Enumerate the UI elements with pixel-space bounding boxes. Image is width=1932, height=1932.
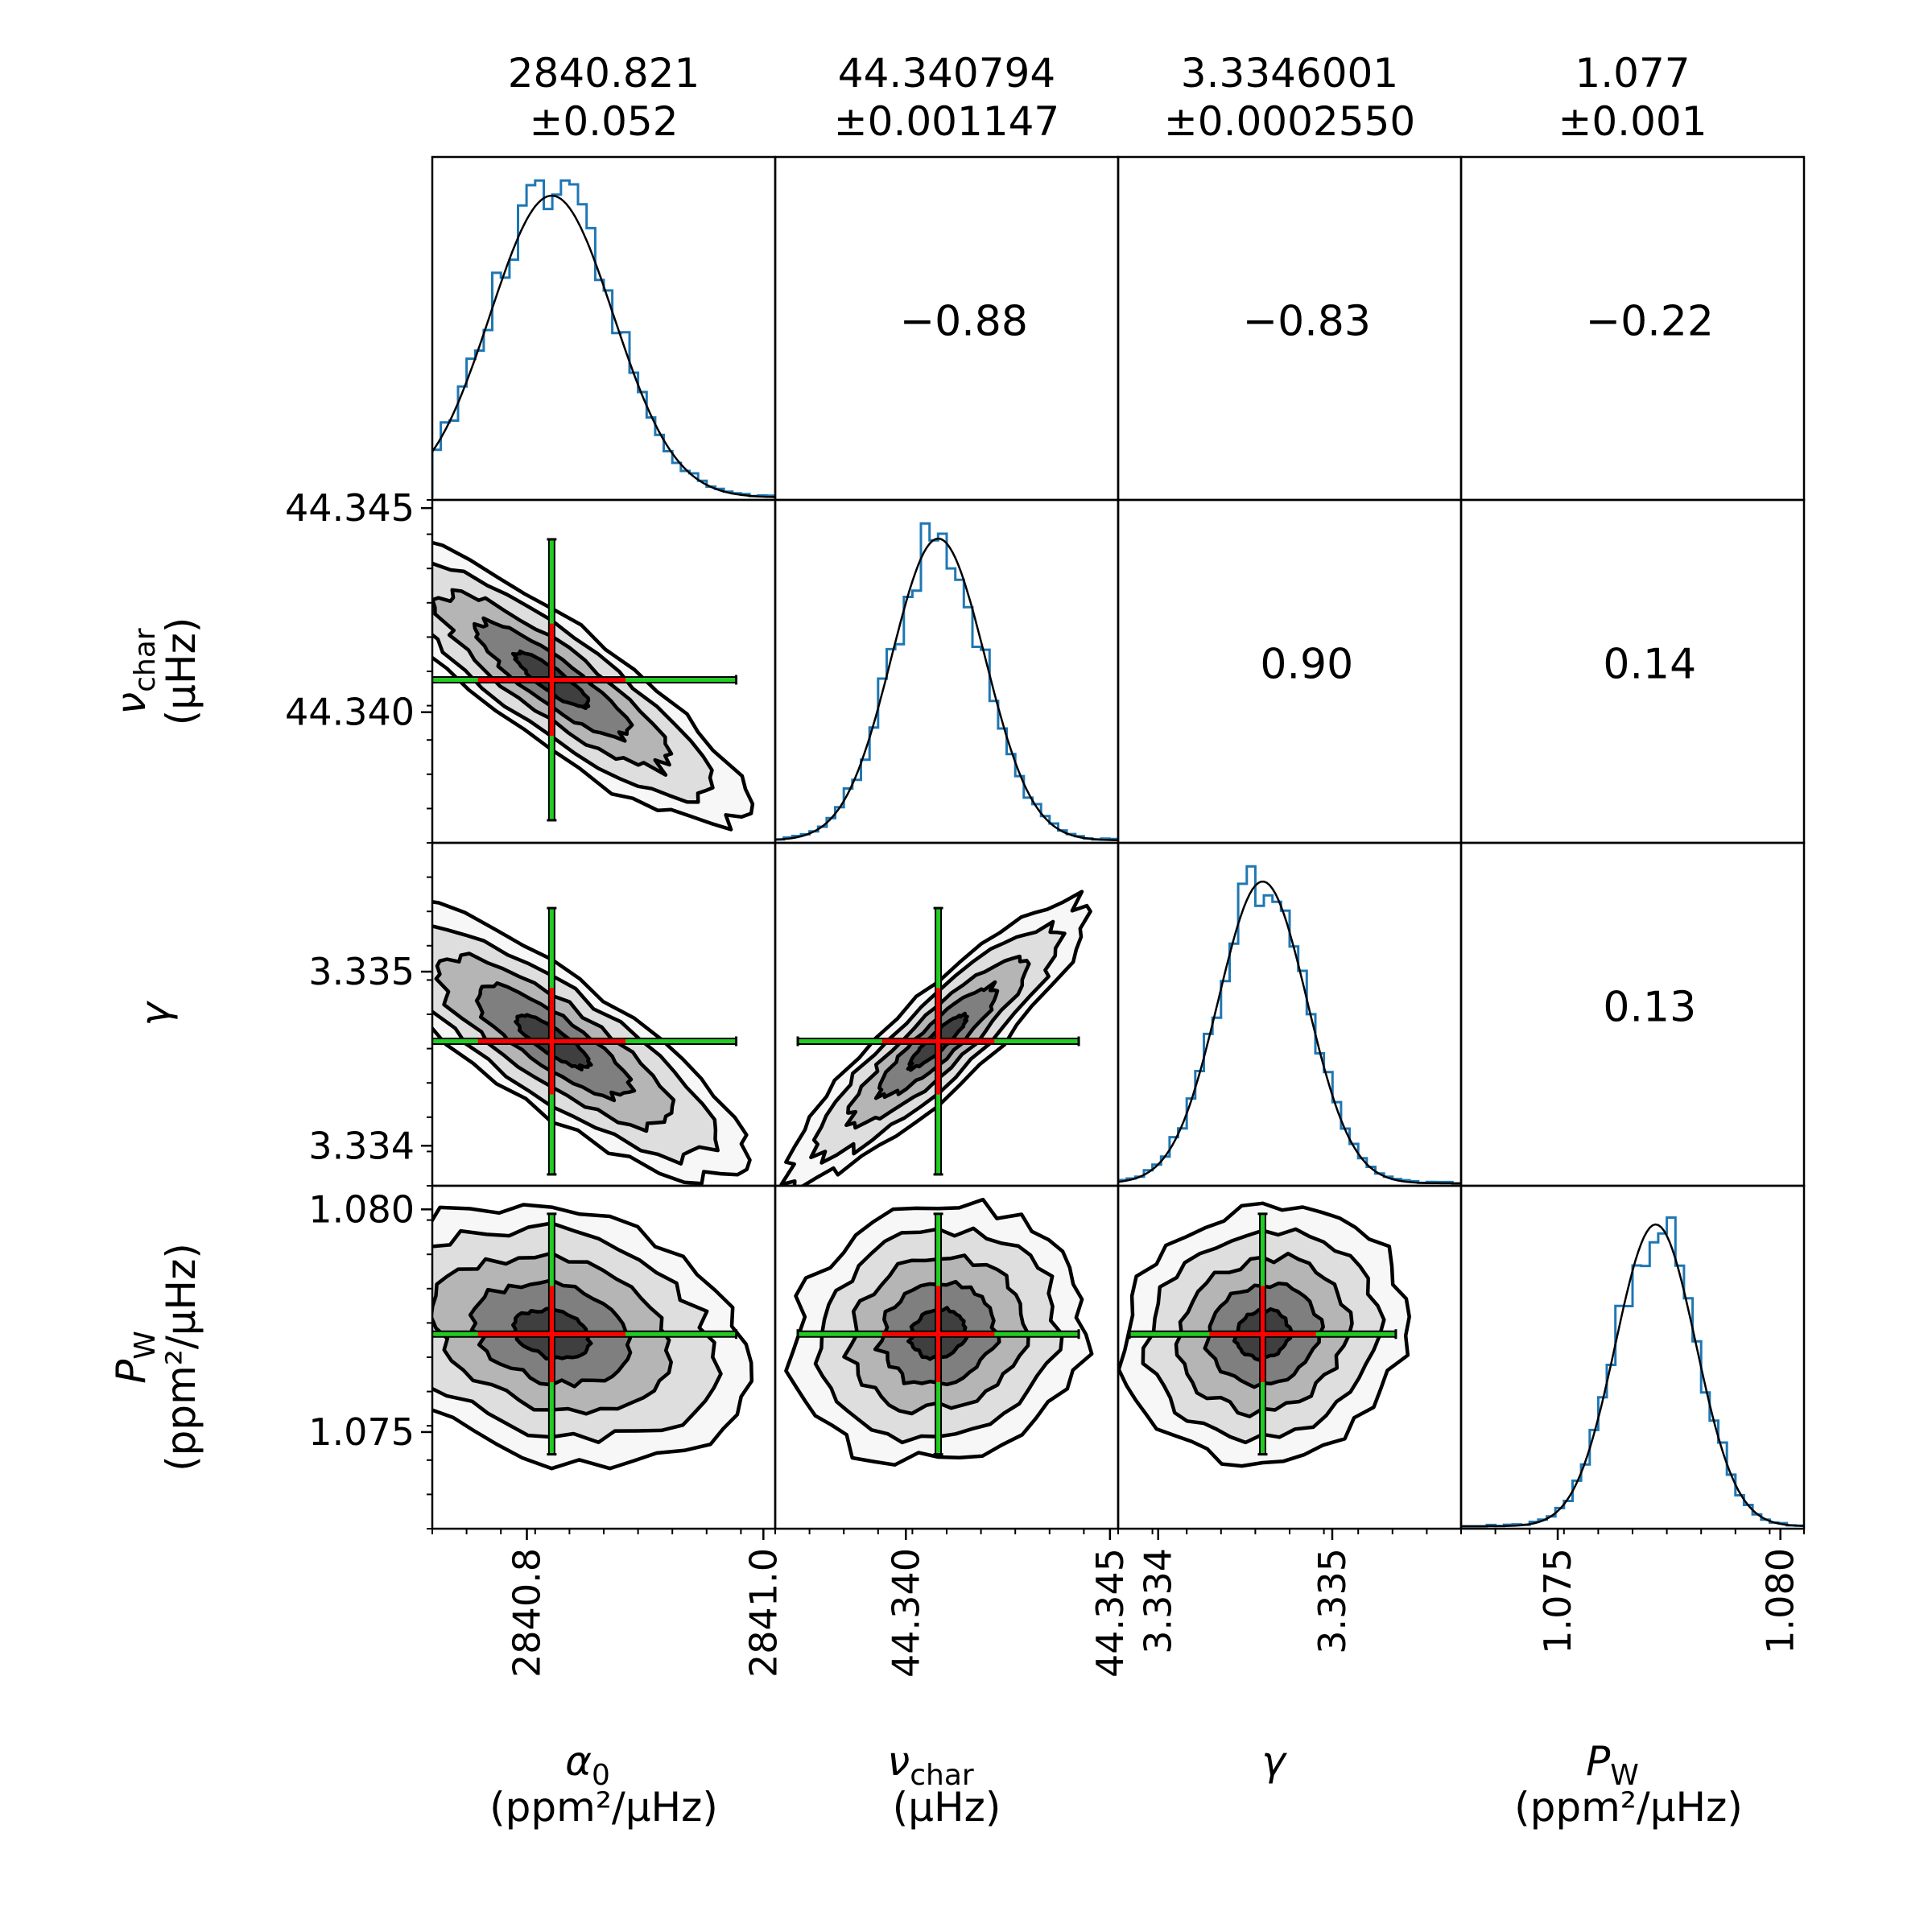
y-tick-label: 3.335 bbox=[308, 950, 415, 993]
gaussian-fit-curve bbox=[1118, 880, 1461, 1185]
x-tick-label: 3.335 bbox=[1311, 1548, 1354, 1654]
param-median: 3.3346001 bbox=[1181, 50, 1398, 97]
subscript: 0 bbox=[592, 1759, 610, 1792]
param-median: 2840.821 bbox=[508, 50, 700, 97]
y-axis-unit: (μHz) bbox=[158, 617, 204, 726]
panel-frame bbox=[1117, 841, 1463, 1187]
y-axis-label: γ bbox=[132, 1001, 179, 1026]
x-tick-label: 44.345 bbox=[1088, 1548, 1132, 1678]
symbol: α bbox=[565, 1738, 592, 1785]
y-axis-unit: (ppm²/μHz) bbox=[158, 1243, 204, 1472]
x-axis-unit: (μHz) bbox=[893, 1784, 1001, 1831]
y-tick-label: 1.075 bbox=[308, 1410, 415, 1454]
param-uncertainty: ±0.052 bbox=[529, 98, 678, 145]
correlation-value: −0.88 bbox=[900, 298, 1028, 346]
symbol: ν bbox=[108, 692, 155, 715]
y-axis-symbol: PW bbox=[108, 1331, 162, 1384]
subscript: W bbox=[129, 1331, 162, 1360]
x-tick-label: 1.080 bbox=[1759, 1548, 1802, 1654]
gaussian-fit-curve bbox=[432, 194, 775, 498]
histogram-steps bbox=[432, 179, 775, 497]
y-axis-label: νchar(μHz) bbox=[108, 617, 204, 726]
histogram-group bbox=[432, 179, 775, 498]
x-axis-symbol: νchar bbox=[887, 1738, 974, 1792]
correlation-value: 0.13 bbox=[1603, 984, 1696, 1032]
correlation-value: 0.14 bbox=[1603, 641, 1696, 689]
x-tick-label: 3.334 bbox=[1137, 1548, 1180, 1654]
contour-group bbox=[784, 1197, 1094, 1467]
subscript: char bbox=[129, 628, 162, 692]
x-tick-label: 2841.0 bbox=[741, 1548, 785, 1678]
subscript: W bbox=[1610, 1759, 1639, 1792]
subscript: char bbox=[910, 1759, 974, 1792]
y-tick-label: 44.340 bbox=[285, 691, 415, 734]
correlation-value: −0.22 bbox=[1586, 298, 1714, 346]
histogram-group bbox=[775, 522, 1118, 842]
contour-group bbox=[432, 900, 752, 1186]
symbol: ν bbox=[887, 1738, 910, 1785]
gaussian-fit-curve bbox=[1461, 1223, 1804, 1528]
histogram-steps bbox=[775, 522, 1118, 841]
histogram-group bbox=[1461, 1216, 1804, 1528]
x-tick-label: 2840.8 bbox=[506, 1548, 549, 1678]
param-median: 1.077 bbox=[1575, 50, 1690, 97]
y-tick-label: 3.334 bbox=[308, 1124, 415, 1167]
param-uncertainty: ±0.001147 bbox=[834, 98, 1059, 145]
contour-group bbox=[432, 1203, 754, 1471]
x-axis-symbol: γ bbox=[1261, 1738, 1287, 1785]
symbol: γ bbox=[132, 1001, 179, 1026]
symbol: γ bbox=[1261, 1738, 1287, 1785]
histogram-steps bbox=[1461, 1216, 1804, 1528]
panel-frame bbox=[431, 155, 777, 502]
x-axis-unit: (ppm²/μHz) bbox=[1514, 1784, 1743, 1831]
param-uncertainty: ±0.001 bbox=[1558, 98, 1707, 145]
symbol: P bbox=[108, 1359, 155, 1384]
panel-frame bbox=[1459, 1184, 1806, 1530]
y-axis-label: PW(ppm²/μHz) bbox=[108, 1243, 204, 1472]
y-tick-label: 1.080 bbox=[308, 1187, 415, 1231]
param-uncertainty: ±0.0002550 bbox=[1164, 98, 1415, 145]
y-axis-symbol: γ bbox=[132, 1001, 179, 1026]
gaussian-fit-curve bbox=[775, 537, 1118, 842]
contour-group bbox=[779, 890, 1092, 1186]
correlation-value: 0.90 bbox=[1260, 641, 1353, 689]
histogram-group bbox=[1118, 865, 1461, 1185]
param-median: 44.340794 bbox=[838, 50, 1055, 97]
correlation-value: −0.83 bbox=[1243, 298, 1371, 346]
x-axis-symbol: α0 bbox=[565, 1738, 610, 1792]
y-tick-label: 44.345 bbox=[285, 486, 415, 530]
contour-group bbox=[1118, 1201, 1411, 1468]
x-tick-label: 44.340 bbox=[884, 1548, 927, 1678]
y-axis-symbol: νchar bbox=[108, 628, 162, 715]
x-tick-label: 1.075 bbox=[1536, 1548, 1579, 1654]
contour-group bbox=[432, 538, 755, 832]
x-axis-symbol: PW bbox=[1586, 1738, 1639, 1792]
symbol: P bbox=[1586, 1738, 1611, 1785]
histogram-steps bbox=[1118, 865, 1461, 1185]
x-axis-unit: (ppm²/μHz) bbox=[489, 1784, 718, 1831]
